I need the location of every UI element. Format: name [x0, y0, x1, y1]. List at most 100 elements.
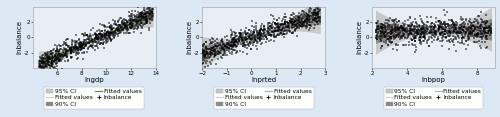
Point: [408, 29, 416, 31]
Point: [40, 61, 48, 63]
Point: [284, 26, 292, 28]
Point: [94, 47, 102, 49]
Point: [486, 29, 494, 31]
Point: [434, 30, 442, 32]
Point: [453, 24, 461, 26]
Point: [377, 39, 385, 41]
Point: [454, 22, 462, 24]
Point: [145, 4, 153, 6]
Point: [290, 13, 298, 15]
Point: [298, 10, 306, 12]
Point: [306, 15, 314, 17]
Point: [416, 36, 424, 37]
Point: [450, 22, 458, 24]
Point: [211, 53, 219, 54]
Point: [108, 25, 116, 27]
Point: [94, 34, 102, 36]
Point: [36, 64, 44, 66]
Point: [386, 24, 394, 26]
Point: [434, 28, 442, 30]
Point: [68, 51, 76, 52]
Point: [80, 41, 88, 43]
Point: [86, 41, 94, 43]
Point: [199, 50, 207, 51]
Point: [406, 17, 413, 19]
Point: [374, 25, 382, 27]
Point: [208, 47, 216, 48]
Point: [134, 14, 141, 16]
Point: [209, 46, 217, 48]
Point: [40, 66, 48, 68]
Point: [54, 57, 62, 59]
Point: [141, 13, 149, 15]
Point: [102, 37, 110, 39]
Point: [240, 37, 248, 39]
Point: [80, 43, 88, 45]
Point: [406, 34, 413, 36]
Point: [477, 33, 485, 35]
Point: [129, 23, 137, 25]
Point: [55, 60, 63, 62]
Point: [431, 36, 439, 37]
Point: [128, 25, 136, 27]
Point: [116, 25, 124, 27]
Point: [44, 51, 52, 53]
Point: [97, 33, 105, 35]
Point: [484, 32, 492, 34]
Point: [458, 32, 466, 34]
Point: [276, 26, 284, 28]
Point: [120, 23, 128, 25]
Point: [213, 53, 221, 55]
Point: [424, 30, 432, 32]
Point: [244, 35, 252, 37]
Point: [260, 25, 268, 27]
Point: [420, 36, 428, 38]
Point: [56, 59, 64, 61]
Point: [373, 35, 381, 37]
Point: [36, 66, 44, 68]
Point: [401, 36, 409, 38]
Point: [125, 32, 133, 34]
Point: [392, 34, 400, 36]
Point: [305, 19, 313, 21]
Point: [252, 25, 260, 27]
Point: [71, 44, 79, 46]
Point: [207, 53, 215, 55]
Point: [230, 46, 237, 48]
Point: [43, 54, 51, 56]
Point: [106, 37, 114, 39]
Point: [374, 38, 382, 40]
Point: [252, 42, 260, 44]
Point: [480, 27, 488, 29]
Point: [438, 40, 446, 42]
Point: [287, 2, 295, 4]
Point: [133, 16, 141, 18]
Point: [482, 35, 490, 37]
Point: [437, 21, 445, 23]
Point: [405, 25, 413, 27]
Point: [137, 16, 145, 18]
Point: [428, 32, 436, 34]
Point: [300, 10, 308, 12]
Point: [446, 19, 454, 21]
Point: [316, 9, 324, 11]
Point: [216, 42, 224, 44]
Point: [386, 38, 394, 40]
Point: [229, 44, 237, 46]
Point: [420, 23, 428, 25]
Point: [298, 23, 306, 25]
Point: [104, 38, 112, 40]
Point: [264, 30, 272, 32]
Point: [410, 28, 418, 30]
Point: [386, 26, 394, 28]
Point: [306, 29, 314, 31]
Point: [420, 24, 428, 26]
Point: [274, 26, 281, 28]
Point: [386, 17, 394, 19]
Point: [301, 14, 309, 16]
Point: [419, 22, 427, 24]
Point: [274, 18, 282, 19]
Point: [241, 32, 249, 34]
Point: [444, 40, 452, 41]
Point: [58, 68, 66, 69]
